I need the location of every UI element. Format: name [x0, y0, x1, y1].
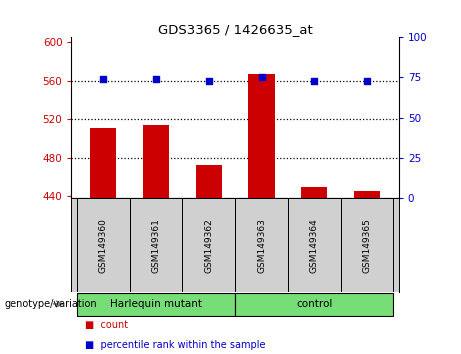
Title: GDS3365 / 1426635_at: GDS3365 / 1426635_at: [158, 23, 313, 36]
Text: GSM149361: GSM149361: [151, 218, 160, 273]
Text: GSM149363: GSM149363: [257, 218, 266, 273]
Bar: [235, 293, 394, 316]
Bar: [195, 165, 222, 198]
Text: GSM149365: GSM149365: [363, 218, 372, 273]
Point: [100, 76, 107, 82]
Text: GSM149360: GSM149360: [99, 218, 107, 273]
Text: GSM149362: GSM149362: [204, 218, 213, 273]
Bar: [90, 128, 116, 198]
Bar: [341, 198, 394, 292]
Text: Harlequin mutant: Harlequin mutant: [110, 299, 202, 309]
Bar: [248, 74, 275, 198]
Text: ■  percentile rank within the sample: ■ percentile rank within the sample: [85, 340, 266, 350]
Bar: [77, 293, 235, 316]
Text: genotype/variation: genotype/variation: [5, 299, 97, 309]
Bar: [77, 198, 130, 292]
Point: [152, 76, 160, 82]
Point: [258, 75, 265, 80]
Bar: [182, 198, 235, 292]
Bar: [235, 198, 288, 292]
Point: [311, 78, 318, 84]
Bar: [354, 190, 380, 198]
Bar: [288, 198, 341, 292]
Bar: [130, 198, 182, 292]
Point: [205, 78, 213, 84]
Text: GSM149364: GSM149364: [310, 218, 319, 273]
Text: control: control: [296, 299, 332, 309]
Bar: [301, 187, 327, 198]
Bar: [143, 125, 169, 198]
Text: ■  count: ■ count: [85, 320, 129, 330]
Point: [363, 78, 371, 84]
